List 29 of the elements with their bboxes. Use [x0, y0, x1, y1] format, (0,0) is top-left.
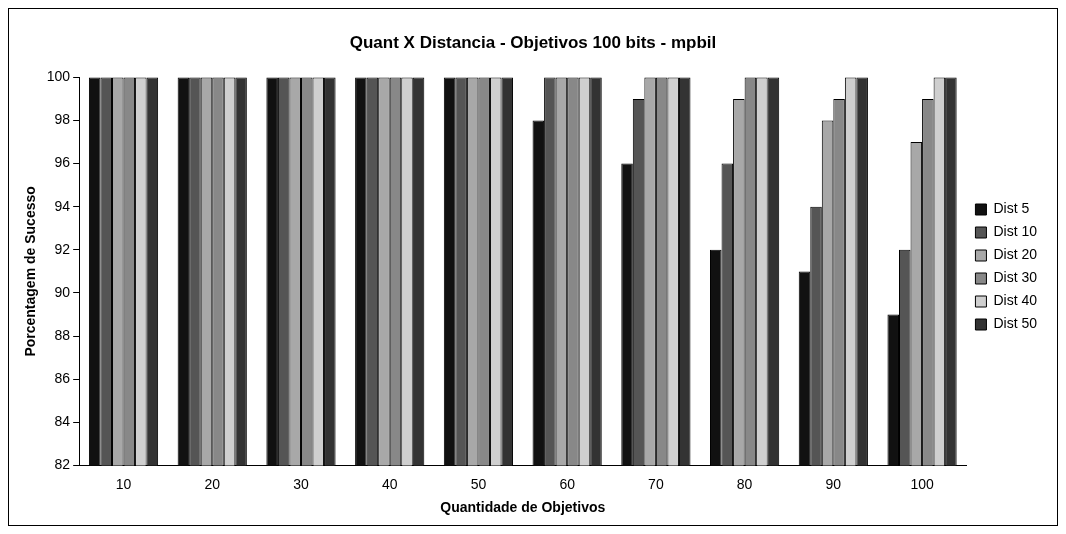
- x-tick-label: 80: [736, 475, 753, 492]
- y-axis-title: Porcentagem de Sucesso: [22, 186, 39, 357]
- y-tick-label: 82: [54, 456, 71, 473]
- x-tick-label: 20: [204, 475, 221, 492]
- x-tick-label: 60: [559, 475, 576, 492]
- y-tick-label: 92: [54, 240, 71, 257]
- y-tick-label: 100: [46, 68, 71, 85]
- legend-label: Dist 30: [993, 269, 1038, 286]
- y-tick-label: 88: [54, 326, 71, 343]
- legend-label: Dist 40: [993, 292, 1038, 309]
- x-tick-label: 50: [470, 475, 487, 492]
- y-tick-label: 90: [54, 283, 71, 300]
- x-tick-label: 70: [648, 475, 664, 492]
- x-axis-title: Quantidade de Objetivos: [440, 499, 606, 516]
- chart-title: Quant X Distancia - Objetivos 100 bits - mpbil: [349, 32, 717, 52]
- y-tick-label: 96: [54, 154, 71, 171]
- legend-label: Dist 5: [993, 200, 1030, 217]
- x-tick-label: 90: [825, 475, 842, 492]
- y-tick-label: 94: [54, 197, 71, 214]
- legend-label: Dist 50: [993, 315, 1038, 332]
- y-tick-label: 86: [54, 370, 71, 387]
- x-tick-label: 10: [115, 475, 132, 492]
- y-tick-label: 84: [54, 413, 71, 430]
- legend-label: Dist 20: [993, 246, 1038, 263]
- x-tick-label: 100: [910, 475, 934, 492]
- x-tick-label: 40: [381, 475, 398, 492]
- legend-label: Dist 10: [993, 223, 1038, 240]
- x-tick-label: 30: [293, 475, 309, 492]
- y-tick-label: 98: [54, 111, 71, 128]
